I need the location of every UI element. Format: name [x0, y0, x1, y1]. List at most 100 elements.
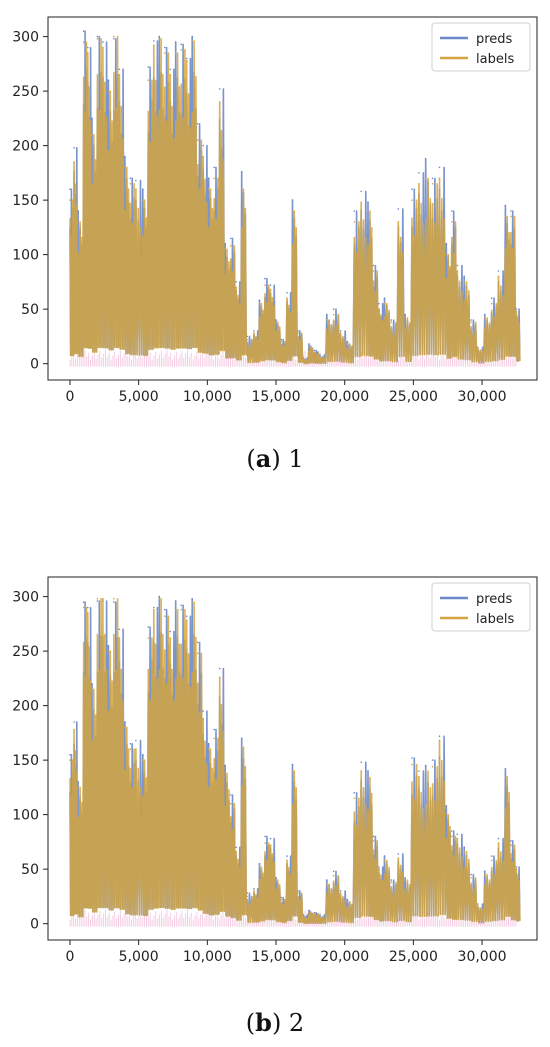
data-point-preds — [332, 308, 335, 310]
data-point-preds — [383, 855, 386, 857]
x-tick-label: 15,000 — [252, 389, 301, 405]
data-point-preds — [91, 117, 93, 120]
data-point-preds — [451, 210, 453, 212]
data-point-preds — [129, 177, 132, 180]
data-point-preds — [69, 188, 71, 190]
data-point-labels — [69, 759, 71, 761]
data-point-labels — [147, 79, 150, 81]
data-point-preds — [207, 177, 210, 180]
plot-frame — [47, 576, 538, 941]
data-point-labels — [158, 38, 161, 40]
data-point-labels — [372, 840, 375, 842]
data-point-preds — [378, 302, 380, 305]
data-point-labels — [332, 874, 335, 877]
data-point-labels — [142, 759, 144, 761]
data-point-labels — [504, 215, 507, 218]
data-point-preds — [118, 68, 121, 71]
data-point-preds — [77, 210, 79, 212]
data-point-labels — [73, 161, 75, 163]
data-point-preds — [102, 41, 104, 43]
data-point-labels — [510, 844, 512, 846]
data-point-preds — [367, 770, 369, 772]
x-tick-label: 25,000 — [389, 949, 438, 965]
data-point-labels — [73, 728, 75, 731]
data-point-preds — [269, 284, 272, 287]
x-tick-label: 5,000 — [119, 949, 159, 965]
data-point-preds — [129, 743, 132, 745]
data-point-labels — [497, 842, 500, 844]
data-point-preds — [510, 210, 512, 212]
data-point-labels — [264, 284, 266, 287]
data-point-preds — [470, 873, 472, 876]
data-point-labels — [353, 797, 356, 800]
data-point-preds — [169, 68, 172, 71]
data-point-preds — [185, 57, 188, 60]
data-point-labels — [240, 188, 243, 190]
data-point-labels — [360, 201, 363, 204]
data-point-labels — [269, 844, 272, 846]
y-tick-label: 250 — [12, 84, 39, 100]
data-point-labels — [164, 52, 166, 54]
data-point-labels — [275, 879, 277, 881]
data-point-preds — [346, 898, 349, 901]
data-point-preds — [319, 354, 321, 356]
series-labels — [69, 597, 521, 925]
data-point-labels — [107, 650, 110, 652]
data-point-preds — [218, 667, 221, 670]
data-point-preds — [286, 855, 288, 857]
data-point-preds — [477, 346, 479, 349]
data-point-preds — [235, 281, 237, 283]
data-point-preds — [202, 710, 204, 712]
x-tick-label: 0 — [66, 949, 75, 965]
data-point-labels — [456, 837, 459, 840]
data-point-preds — [135, 179, 137, 182]
data-point-preds — [383, 297, 386, 300]
data-point-labels — [291, 210, 294, 212]
data-point-labels — [96, 598, 99, 600]
y-tick-label: 100 — [12, 248, 39, 264]
data-point-labels — [418, 183, 420, 185]
data-point-labels — [69, 199, 71, 201]
data-point-preds — [319, 914, 321, 916]
x-tick-label: 5,000 — [119, 389, 159, 405]
data-point-labels — [169, 637, 172, 639]
data-point-labels — [102, 598, 104, 600]
data-point-preds — [367, 201, 369, 204]
data-point-labels — [353, 221, 356, 223]
data-point-labels — [196, 652, 199, 655]
data-point-labels — [129, 748, 132, 750]
data-point-labels — [264, 842, 266, 844]
data-point-preds — [313, 911, 316, 914]
data-point-labels — [129, 183, 132, 185]
data-point-labels — [258, 866, 261, 868]
data-point-labels — [124, 726, 126, 729]
data-point-preds — [180, 43, 182, 46]
chart-b: 0 5,000 10,000 15,000 20,000 25,000 30,000 0 50 1… — [12, 576, 538, 965]
data-point-labels — [470, 321, 472, 324]
data-point-labels — [308, 346, 310, 349]
data-point-labels — [224, 248, 226, 250]
data-point-preds — [291, 199, 294, 201]
caption-a-prefix: ( — [246, 445, 256, 473]
data-point-labels — [218, 676, 221, 679]
x-tick-label: 10,000 — [183, 389, 232, 405]
data-point-labels — [431, 183, 434, 185]
data-point-preds — [431, 177, 434, 180]
data-point-preds — [96, 600, 99, 602]
data-point-preds — [497, 837, 500, 840]
data-point-labels — [346, 901, 349, 903]
data-point-labels — [96, 38, 99, 40]
x-tick-label: 10,000 — [183, 949, 232, 965]
legend-label-labels: labels — [476, 612, 514, 627]
plot-frame — [47, 16, 538, 381]
data-point-labels — [451, 221, 453, 223]
data-point-preds — [164, 608, 166, 611]
data-point-preds — [477, 903, 479, 905]
data-point-labels — [113, 35, 115, 38]
data-point-preds — [113, 601, 115, 603]
data-point-preds — [107, 79, 110, 81]
data-point-labels — [87, 612, 89, 614]
data-point-preds — [73, 147, 75, 149]
caption-b-prefix: ( — [245, 1009, 256, 1037]
data-point-preds — [346, 341, 349, 343]
